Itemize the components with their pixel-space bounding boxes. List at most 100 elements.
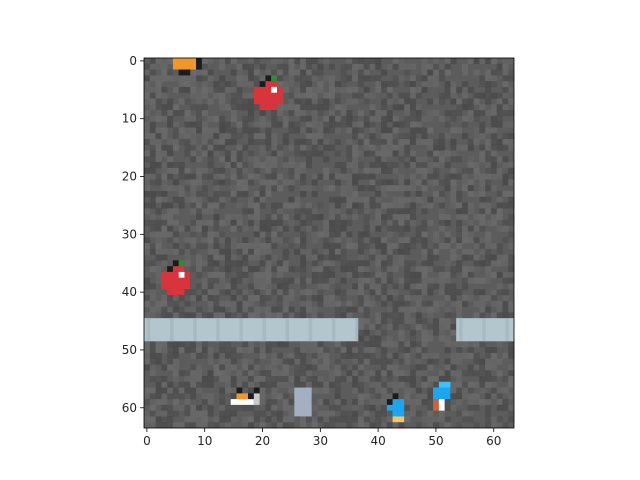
apple-left-icon xyxy=(161,260,191,296)
floor-tile xyxy=(421,231,428,238)
floor-tile xyxy=(282,358,289,365)
floor-tile xyxy=(253,173,260,180)
floor-tile xyxy=(369,58,376,65)
floor-tile xyxy=(155,127,162,134)
floor-tile xyxy=(479,81,486,88)
floor-tile xyxy=(444,358,451,365)
floor-tile xyxy=(207,231,214,238)
floor-tile xyxy=(167,295,174,302)
floor-tile xyxy=(433,58,440,65)
floor-tile xyxy=(398,121,405,128)
floor-tile xyxy=(259,277,266,284)
floor-tile xyxy=(242,300,249,307)
floor-tile xyxy=(508,138,515,146)
floor-tile xyxy=(467,115,474,122)
floor-tile xyxy=(201,133,208,140)
floor-tile xyxy=(398,150,405,157)
floor-tile xyxy=(450,364,457,371)
floor-tile xyxy=(392,127,399,134)
floor-tile xyxy=(190,231,197,238)
floor-tile xyxy=(276,69,284,76)
floor-tile xyxy=(415,347,422,354)
floor-tile xyxy=(490,422,497,429)
floor-tile xyxy=(490,300,497,307)
floor-tile xyxy=(398,260,405,267)
floor-tile xyxy=(340,110,347,117)
floor-tile xyxy=(485,86,492,93)
floor-tile xyxy=(276,283,284,290)
floor-tile xyxy=(288,121,295,128)
floor-tile xyxy=(496,138,503,146)
floor-tile xyxy=(288,202,295,209)
floor-tile xyxy=(502,352,509,359)
floor-tile xyxy=(282,237,289,244)
floor-tile xyxy=(329,208,336,215)
floor-tile xyxy=(340,254,347,261)
floor-tile xyxy=(450,81,457,88)
floor-tile xyxy=(276,150,284,157)
floor-tile xyxy=(427,306,434,313)
floor-tile xyxy=(485,399,492,406)
floor-tile xyxy=(485,185,492,192)
floor-tile xyxy=(144,156,151,163)
floor-tile xyxy=(161,190,168,198)
x-tick-label: 0 xyxy=(143,434,151,448)
floor-tile xyxy=(450,323,457,331)
floor-tile xyxy=(271,173,278,180)
floor-tile xyxy=(508,162,515,169)
floor-tile xyxy=(456,127,463,134)
floor-tile xyxy=(456,347,463,354)
floor-tile xyxy=(467,225,474,232)
floor-tile xyxy=(167,364,174,371)
floor-tile xyxy=(473,98,480,105)
sprite-pixel xyxy=(196,58,202,70)
floor-tile xyxy=(375,219,382,226)
floor-tile xyxy=(421,237,428,244)
floor-tile xyxy=(485,243,492,250)
floor-tile xyxy=(253,277,260,284)
floor-tile xyxy=(329,370,336,377)
floor-tile xyxy=(421,225,428,232)
floor-tile xyxy=(294,370,301,377)
floor-tile xyxy=(485,404,492,411)
floor-tile xyxy=(317,231,324,238)
floor-tile xyxy=(438,283,445,290)
floor-tile xyxy=(253,237,260,244)
floor-tile xyxy=(444,162,451,169)
floor-tile xyxy=(357,387,364,394)
floor-tile xyxy=(467,185,474,192)
floor-tile xyxy=(421,58,428,65)
floor-tile xyxy=(224,352,232,359)
floor-tile xyxy=(242,341,249,348)
floor-tile xyxy=(421,318,428,325)
floor-tile xyxy=(317,347,324,354)
floor-tile xyxy=(300,375,307,383)
floor-tile xyxy=(363,92,370,99)
floor-tile xyxy=(346,63,353,70)
floor-tile xyxy=(219,375,226,383)
floor-tile xyxy=(224,214,232,221)
floor-tile xyxy=(242,208,249,215)
floor-tile xyxy=(161,306,168,313)
floor-tile xyxy=(149,306,156,313)
floor-tile xyxy=(404,225,411,232)
floor-tile xyxy=(190,81,197,88)
floor-tile xyxy=(363,271,370,278)
floor-tile xyxy=(300,173,307,180)
floor-tile xyxy=(415,295,422,302)
floor-tile xyxy=(363,243,370,250)
floor-tile xyxy=(300,347,307,354)
floor-tile xyxy=(496,416,503,423)
floor-tile xyxy=(236,190,243,198)
floor-tile xyxy=(196,98,203,105)
floor-tile xyxy=(485,416,492,423)
floor-tile xyxy=(276,173,284,180)
floor-tile xyxy=(224,162,232,169)
floor-tile xyxy=(392,150,399,157)
floor-tile xyxy=(444,422,451,429)
floor-tile xyxy=(155,416,162,423)
floor-tile xyxy=(438,133,445,140)
floor-tile xyxy=(236,260,243,267)
sprite-pixel xyxy=(230,399,254,405)
floor-tile xyxy=(300,86,307,93)
